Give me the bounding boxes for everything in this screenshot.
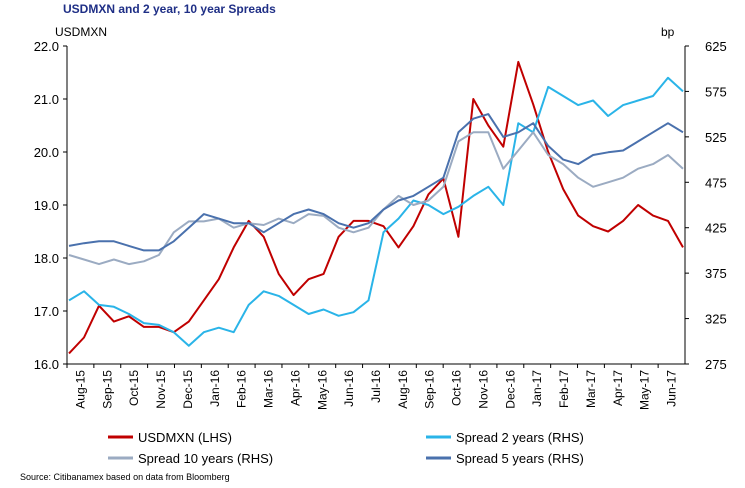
left-tick-label: 18.0 — [34, 251, 59, 266]
right-tick-label: 325 — [705, 312, 727, 327]
x-tick-label: Feb-17 — [557, 370, 571, 408]
x-tick-label: Sep-15 — [100, 370, 114, 409]
legend-label-spread10: Spread 10 years (RHS) — [138, 451, 273, 466]
x-tick-label: Aug-16 — [396, 370, 410, 409]
x-tick-label: Jun-16 — [342, 370, 356, 407]
x-tick-label: Sep-16 — [423, 370, 437, 409]
x-tick-label: Jun-17 — [665, 370, 679, 407]
source-note: Source: Citibanamex based on data from B… — [20, 472, 230, 482]
series-line-spread5 — [68, 113, 684, 252]
right-tick-label: 475 — [705, 175, 727, 190]
right-tick-label: 425 — [705, 221, 727, 236]
left-tick-label: 19.0 — [34, 198, 59, 213]
x-tick-label: Jan-17 — [530, 370, 544, 407]
chart-title: USDMXN and 2 year, 10 year Spreads — [63, 2, 276, 16]
x-tick-label: Dec-15 — [181, 370, 195, 409]
x-tick-label: Oct-15 — [127, 370, 141, 406]
x-tick-label: Nov-15 — [154, 370, 168, 409]
right-axis-label: bp — [661, 25, 675, 39]
right-tick-label: 375 — [705, 266, 727, 281]
right-tick-label: 575 — [705, 84, 727, 99]
left-tick-label: 17.0 — [34, 304, 59, 319]
series-line-spread2 — [68, 76, 684, 347]
legend-label-spread2: Spread 2 years (RHS) — [456, 430, 584, 445]
x-tick-label: Apr-16 — [288, 370, 302, 406]
x-tick-label: Nov-16 — [476, 370, 490, 409]
left-axis-label: USDMXN — [55, 25, 107, 39]
right-tick-label: 625 — [705, 39, 727, 54]
x-tick-label: Apr-17 — [611, 370, 625, 406]
left-tick-label: 21.0 — [34, 92, 59, 107]
right-tick-label: 275 — [705, 357, 727, 372]
right-tick-label: 525 — [705, 130, 727, 145]
left-tick-label: 20.0 — [34, 145, 59, 160]
series-line-spread10 — [68, 131, 684, 266]
x-tick-label: Oct-16 — [450, 370, 464, 406]
x-tick-label: Mar-17 — [584, 370, 598, 408]
x-tick-label: May-17 — [638, 370, 652, 410]
x-tick-label: Feb-16 — [235, 370, 249, 408]
series-line-usdmxn — [68, 60, 684, 355]
legend-label-spread5: Spread 5 years (RHS) — [456, 451, 584, 466]
legend-label-usdmxn: USDMXN (LHS) — [138, 430, 232, 445]
left-tick-label: 22.0 — [34, 39, 59, 54]
x-tick-label: Jan-16 — [208, 370, 222, 407]
x-tick-label: Dec-16 — [503, 370, 517, 409]
x-tick-label: Aug-15 — [73, 370, 87, 409]
x-tick-label: May-16 — [315, 370, 329, 410]
x-tick-label: Mar-16 — [262, 370, 276, 408]
x-tick-label: Jul-16 — [369, 370, 383, 403]
left-tick-label: 16.0 — [34, 357, 59, 372]
